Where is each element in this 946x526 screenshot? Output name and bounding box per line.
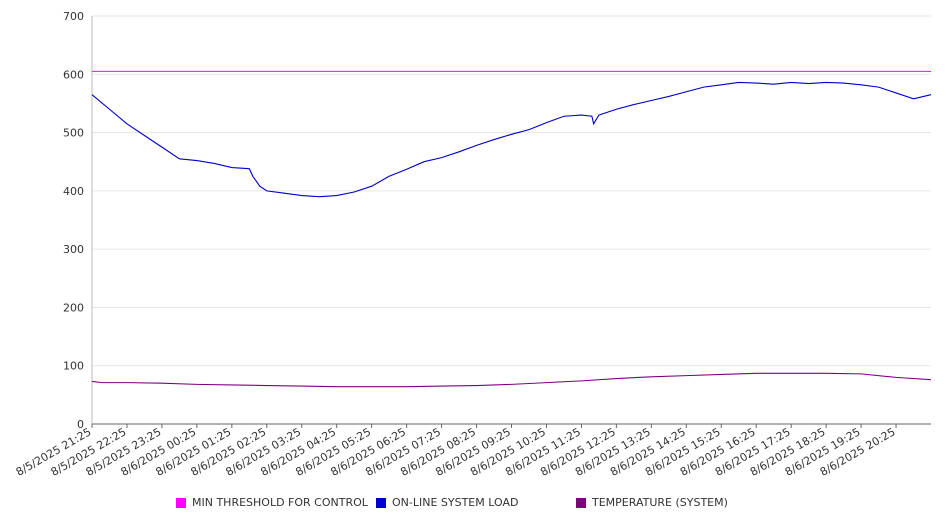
y-tick-label: 500	[63, 127, 84, 140]
series-line-3	[91, 372, 932, 388]
legend-item[interactable]: MIN THRESHOLD FOR CONTROL	[176, 496, 368, 509]
legend-swatch	[176, 497, 186, 508]
legend-item[interactable]: ON-LINE SYSTEM LOAD	[376, 496, 518, 509]
legend-label: MIN THRESHOLD FOR CONTROL	[192, 496, 368, 509]
series-layer	[91, 70, 932, 388]
legend-item[interactable]: TEMPERATURE (SYSTEM)	[576, 496, 728, 509]
legend-swatch	[376, 497, 386, 508]
legend-label: TEMPERATURE (SYSTEM)	[592, 496, 728, 509]
y-tick-label: 600	[63, 68, 84, 81]
grid-layer	[92, 15, 931, 425]
y-tick-label: 0	[77, 418, 84, 431]
axis-layer	[91, 16, 931, 428]
y-tick-label: 100	[63, 360, 84, 373]
legend: MIN THRESHOLD FOR CONTROL ON-LINE SYSTEM …	[0, 496, 946, 516]
series-line-2	[91, 81, 932, 198]
y-tick-label: 700	[63, 10, 84, 23]
legend-swatch	[576, 497, 586, 508]
y-tick-label: 200	[63, 301, 84, 314]
legend-label: ON-LINE SYSTEM LOAD	[392, 496, 519, 509]
y-tick-label: 400	[63, 185, 84, 198]
y-tick-label: 300	[63, 243, 84, 256]
